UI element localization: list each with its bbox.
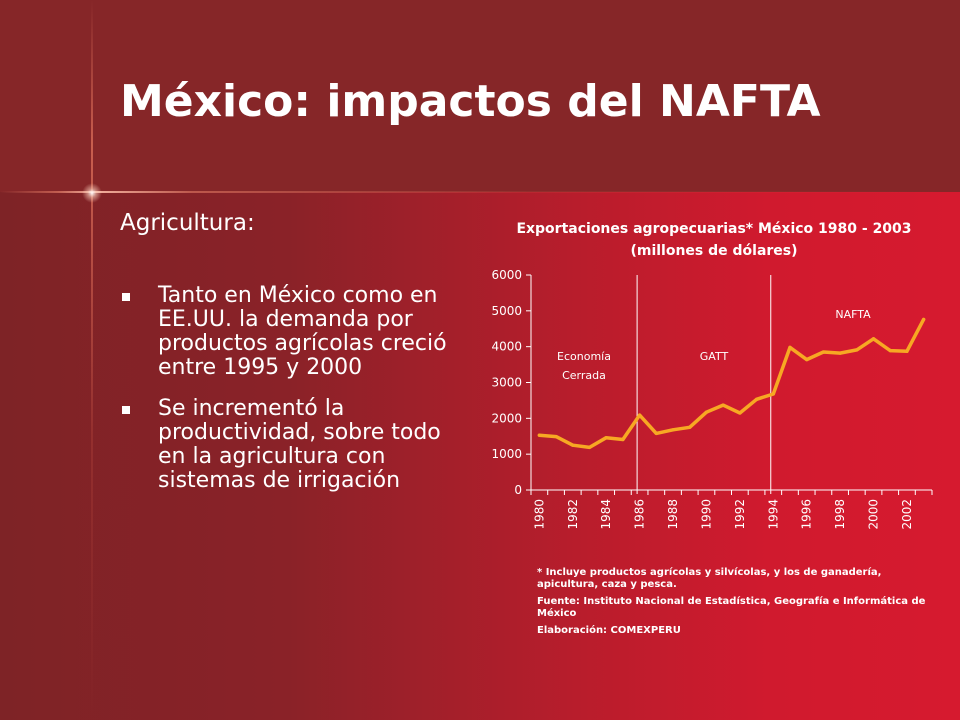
chart-title-line: Exportaciones agropecuarias* México 1980… [516,221,912,237]
data-point [654,431,658,435]
y-tick-label: 3000 [491,376,522,390]
period-annotation: Cerrada [562,369,606,382]
data-point [838,351,842,355]
y-tick-label: 0 [514,483,522,497]
header-band [0,0,960,192]
period-annotation: NAFTA [835,308,871,321]
chart-author: Elaboración: COMEXPERU [537,625,681,636]
x-tick-label: 1994 [766,499,780,530]
x-tick-label: 1998 [833,499,847,530]
y-tick-label: 4000 [491,340,522,354]
x-tick-label: 1996 [800,499,814,530]
period-annotation: GATT [700,350,729,363]
data-point [571,443,575,447]
bullet-item: Se incrementó la productividad, sobre to… [122,397,462,493]
data-point [587,445,592,449]
square-bullet-icon [122,293,130,301]
x-tick-label: 1984 [599,499,613,530]
data-point [922,317,926,322]
exports-series-line [537,317,926,450]
square-bullet-icon [122,406,130,414]
x-tick-label: 1992 [733,499,747,530]
x-tick-label: 1982 [566,499,580,530]
data-point [554,435,558,439]
x-tick-label: 1990 [699,499,713,530]
data-point [821,350,825,354]
x-tick-label: 2002 [900,499,914,530]
data-point [888,349,892,353]
data-point [638,413,642,417]
data-point [771,392,775,396]
x-tick-label: 1988 [666,499,680,530]
x-tick-label: 2000 [867,499,881,530]
decorative-vertical-line [91,0,93,720]
data-point [905,349,909,353]
x-tick-label: 1980 [532,499,546,530]
y-tick-label: 2000 [491,411,522,425]
data-point [621,437,625,442]
x-tick-label: 1986 [633,499,647,530]
chart-source: Fuente: Instituto Nacional de Estadístic… [537,596,926,619]
y-tick-label: 6000 [491,268,522,282]
chart-title: Exportaciones agropecuarias* México 1980… [474,218,954,262]
bullet-list: Tanto en México como en EE.UU. la demand… [122,284,462,510]
exports-line-chart: 0 1000 2000 3000 4000 5000 6000 1980 1982 1984 198… [491,268,933,530]
data-point [671,428,675,432]
chart-notes: * Incluye productos agrícolas y silvícol… [537,567,937,642]
y-tick-label: 5000 [491,304,522,318]
chart-subtitle-line: (millones de dólares) [630,243,798,259]
slide-title: México: impactos del NAFTA [120,76,821,127]
data-point [721,403,725,407]
section-label: Agricultura: [120,210,255,236]
bullet-item: Tanto en México como en EE.UU. la demand… [122,284,462,380]
data-point [738,411,742,415]
period-annotation: Economía [557,350,611,363]
data-point [604,436,608,440]
data-point [754,397,759,401]
y-tick-label: 1000 [491,447,522,461]
data-point [688,425,692,429]
data-point [855,348,859,352]
bullet-text: Se incrementó la productividad, sobre to… [158,396,441,493]
data-point [537,433,541,437]
data-point [871,337,876,341]
data-point [805,357,809,362]
decorative-star-glow [82,183,102,203]
bullet-text: Tanto en México como en EE.UU. la demand… [158,283,447,380]
decorative-horizontal-line [0,191,960,193]
chart-footnote: * Incluye productos agrícolas y silvícol… [537,567,882,590]
data-point [788,345,792,349]
data-point [704,410,709,414]
